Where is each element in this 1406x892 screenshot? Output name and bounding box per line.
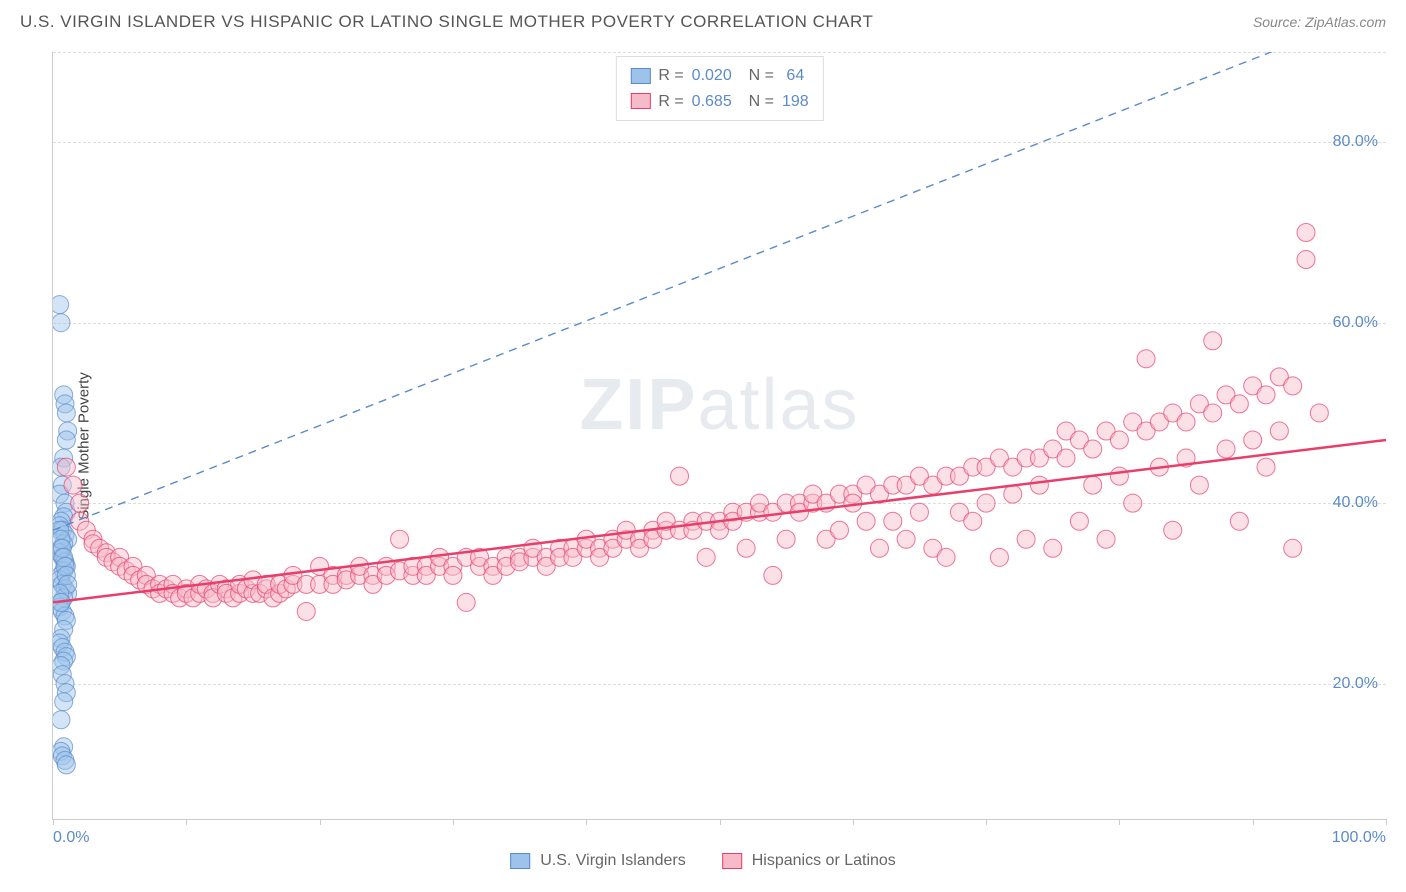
- data-point: [990, 548, 1008, 566]
- data-point: [1110, 467, 1128, 485]
- data-point: [1217, 440, 1235, 458]
- data-point: [1284, 539, 1302, 557]
- data-point: [1084, 476, 1102, 494]
- data-point: [1177, 413, 1195, 431]
- legend-label-1: Hispanics or Latinos: [752, 852, 896, 870]
- data-point: [764, 566, 782, 584]
- data-point: [53, 296, 69, 314]
- legend-item-0: U.S. Virgin Islanders: [510, 852, 686, 870]
- data-point: [64, 476, 82, 494]
- n-value-1: 198: [782, 89, 809, 115]
- data-point: [53, 711, 70, 729]
- data-point: [1257, 458, 1275, 476]
- data-point: [671, 467, 689, 485]
- data-point: [1124, 494, 1142, 512]
- chart-title: U.S. VIRGIN ISLANDER VS HISPANIC OR LATI…: [20, 12, 873, 32]
- data-point: [55, 693, 73, 711]
- data-point: [1297, 251, 1315, 269]
- data-point: [1044, 539, 1062, 557]
- x-tick: [453, 819, 454, 825]
- data-point: [737, 539, 755, 557]
- chart-header: U.S. VIRGIN ISLANDER VS HISPANIC OR LATI…: [0, 0, 1406, 40]
- x-tick: [986, 819, 987, 825]
- data-point: [1284, 377, 1302, 395]
- data-point: [1230, 395, 1248, 413]
- data-point: [457, 593, 475, 611]
- r-value-0: 0.020: [692, 63, 732, 89]
- data-point: [1297, 223, 1315, 241]
- data-point: [1137, 350, 1155, 368]
- data-point: [897, 530, 915, 548]
- data-point: [57, 431, 75, 449]
- r-value-1: 0.685: [692, 89, 732, 115]
- data-point: [830, 521, 848, 539]
- swatch-series-1: [630, 93, 650, 109]
- legend-label-0: U.S. Virgin Islanders: [540, 852, 686, 870]
- x-tick: [586, 819, 587, 825]
- x-tick: [186, 819, 187, 825]
- data-point: [910, 503, 928, 521]
- data-point: [1084, 440, 1102, 458]
- legend-item-1: Hispanics or Latinos: [722, 852, 896, 870]
- data-point: [297, 602, 315, 620]
- data-point: [1017, 530, 1035, 548]
- data-point: [1204, 332, 1222, 350]
- data-point: [1257, 386, 1275, 404]
- x-tick: [1386, 819, 1387, 825]
- data-point: [777, 530, 795, 548]
- legend-row-series-0: R = 0.020 N = 64: [630, 63, 808, 89]
- data-point: [937, 548, 955, 566]
- data-point: [1030, 476, 1048, 494]
- x-tick: [1253, 819, 1254, 825]
- data-point: [1110, 431, 1128, 449]
- data-point: [870, 539, 888, 557]
- x-tick: [853, 819, 854, 825]
- data-point: [53, 314, 70, 332]
- chart-source: Source: ZipAtlas.com: [1253, 14, 1386, 30]
- x-tick: [720, 819, 721, 825]
- x-tick-label: 100.0%: [1332, 829, 1386, 847]
- data-point: [1230, 512, 1248, 530]
- data-point: [977, 494, 995, 512]
- series-legend: U.S. Virgin Islanders Hispanics or Latin…: [510, 852, 896, 870]
- x-tick: [320, 819, 321, 825]
- x-tick: [53, 819, 54, 825]
- data-point: [1310, 404, 1328, 422]
- scatter-svg: [53, 52, 1386, 819]
- data-point: [1070, 512, 1088, 530]
- data-point: [391, 530, 409, 548]
- data-point: [71, 494, 89, 512]
- trend-line: [53, 440, 1386, 602]
- n-value-0: 64: [782, 63, 804, 89]
- correlation-legend: R = 0.020 N = 64 R = 0.685 N = 198: [615, 56, 823, 121]
- swatch-series-0: [630, 68, 650, 84]
- data-point: [857, 512, 875, 530]
- data-point: [964, 512, 982, 530]
- data-point: [884, 512, 902, 530]
- data-point: [697, 548, 715, 566]
- data-point: [57, 404, 75, 422]
- x-tick-label: 0.0%: [53, 829, 89, 847]
- data-point: [1190, 476, 1208, 494]
- data-point: [1204, 404, 1222, 422]
- data-point: [1164, 521, 1182, 539]
- data-point: [1270, 422, 1288, 440]
- legend-row-series-1: R = 0.685 N = 198: [630, 89, 808, 115]
- data-point: [57, 458, 75, 476]
- data-point: [1004, 485, 1022, 503]
- x-tick: [1119, 819, 1120, 825]
- data-point: [1057, 449, 1075, 467]
- plot-area: ZIPatlas R = 0.020 N = 64 R = 0.685 N = …: [52, 52, 1386, 820]
- data-point: [1244, 431, 1262, 449]
- swatch-bottom-1: [722, 853, 742, 869]
- data-point: [57, 756, 75, 774]
- data-point: [1097, 530, 1115, 548]
- data-point: [444, 566, 462, 584]
- swatch-bottom-0: [510, 853, 530, 869]
